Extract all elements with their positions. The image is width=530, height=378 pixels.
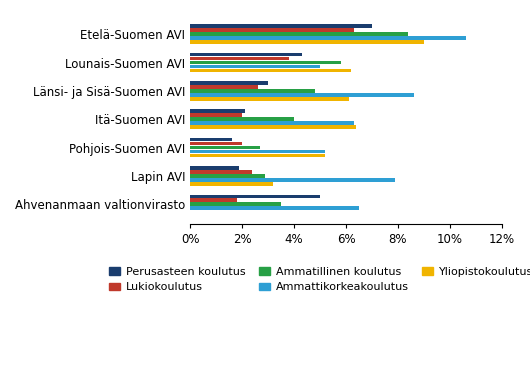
Bar: [190, 110, 245, 113]
Bar: [190, 69, 351, 72]
Bar: [190, 53, 302, 56]
Bar: [190, 182, 273, 186]
Bar: [190, 203, 281, 206]
Bar: [190, 81, 268, 85]
Bar: [190, 178, 395, 182]
Bar: [190, 125, 356, 129]
Bar: [190, 93, 413, 97]
Bar: [190, 89, 315, 93]
Bar: [190, 121, 354, 125]
Bar: [190, 85, 258, 89]
Bar: [190, 97, 349, 101]
Bar: [190, 28, 354, 32]
Bar: [190, 146, 260, 149]
Bar: [190, 142, 242, 146]
Bar: [190, 166, 240, 170]
Bar: [190, 195, 320, 198]
Bar: [190, 36, 465, 40]
Bar: [190, 113, 242, 117]
Bar: [190, 154, 325, 157]
Bar: [190, 138, 232, 141]
Bar: [190, 206, 359, 210]
Bar: [190, 25, 372, 28]
Bar: [190, 198, 237, 202]
Bar: [190, 33, 409, 36]
Bar: [190, 174, 266, 178]
Bar: [190, 65, 320, 68]
Bar: [190, 57, 289, 60]
Bar: [190, 40, 424, 44]
Legend: Perusasteen koulutus, Lukiokoulutus, Ammatillinen koulutus, Ammattikorkeakoulutu: Perusasteen koulutus, Lukiokoulutus, Amm…: [105, 262, 530, 297]
Bar: [190, 150, 325, 153]
Bar: [190, 118, 294, 121]
Bar: [190, 170, 252, 174]
Bar: [190, 61, 341, 64]
